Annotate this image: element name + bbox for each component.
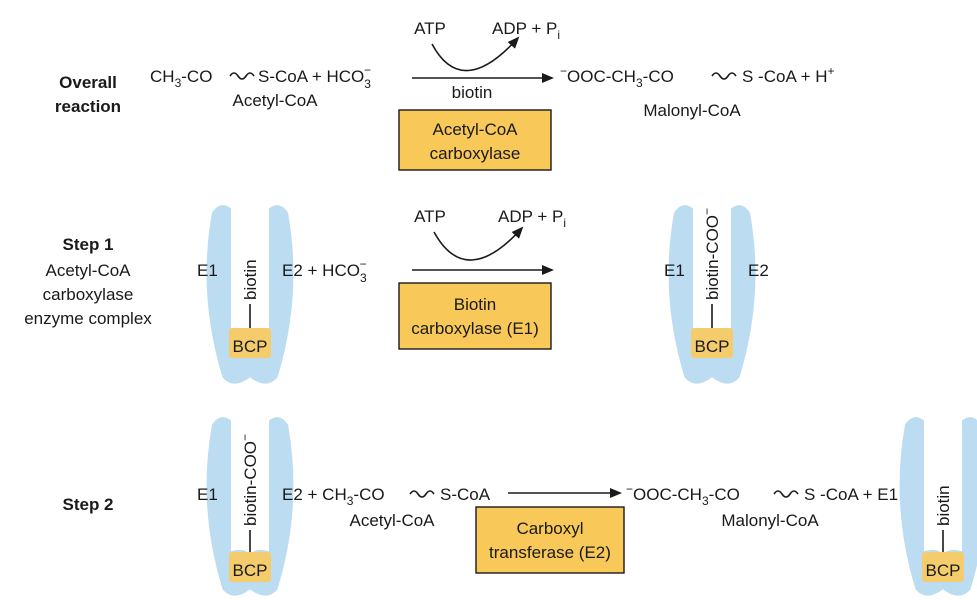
- step2-substrate: E2 + CH3-CO: [282, 485, 385, 508]
- biotin-carboxylase-box: [398, 282, 552, 350]
- overall-label-2: reaction: [55, 97, 121, 116]
- step1-e1: E1: [197, 261, 218, 280]
- overall-adp: ADP + Pi: [492, 19, 560, 42]
- step1-box-line2: carboxylase (E1): [411, 319, 539, 338]
- step1-r-e1: E1: [664, 261, 685, 280]
- step1-bcp: BCP: [233, 337, 268, 356]
- step1-desc-3: enzyme complex: [24, 309, 152, 328]
- overall-label-1: Overall: [59, 73, 117, 92]
- overall-substrate: CH3-CO: [150, 67, 212, 90]
- step2-product: −OOC-CH3-CO: [626, 482, 740, 508]
- step1-biotin: biotin: [241, 259, 260, 300]
- step2-e1: E1: [197, 485, 218, 504]
- carboxyl-transferase-box: [475, 506, 625, 574]
- step1-atp-arrow: [433, 226, 524, 261]
- step1-adp: ADP + Pi: [498, 207, 566, 230]
- thioester-bond-icon: [409, 490, 435, 498]
- step2-acetyl-label: Acetyl-CoA: [349, 511, 435, 530]
- overall-product-rest: S -CoA + H+: [742, 64, 835, 86]
- bcp-block: [229, 552, 271, 582]
- step2-biotin: biotin-COO−: [238, 434, 260, 526]
- overall-box-line2: carboxylase: [430, 144, 521, 163]
- overall-atp-arrow: [431, 36, 520, 72]
- step2-r-biotin: biotin: [934, 485, 953, 526]
- step1-desc-2: carboxylase: [43, 285, 134, 304]
- step2-malonyl-label: Malonyl-CoA: [721, 511, 819, 530]
- step1-e2: E2 + HCO3−: [282, 257, 367, 285]
- step1-r-e2: E2: [748, 261, 769, 280]
- overall-malonyl-label: Malonyl-CoA: [643, 101, 741, 120]
- step1-desc-1: Acetyl-CoA: [45, 261, 131, 280]
- bcp-block: [691, 328, 733, 358]
- overall-box-line1: Acetyl-CoA: [432, 120, 518, 139]
- step1-box-line1: Biotin: [454, 295, 497, 314]
- bcp-block: [922, 552, 964, 582]
- acetyl-coa-carboxylase-box: [398, 109, 552, 171]
- thioester-bond-icon: [773, 490, 799, 498]
- step2-product-rest: S -CoA + E1: [804, 485, 898, 504]
- step2-bcp: BCP: [233, 561, 268, 580]
- overall-product: −OOC-CH3-CO: [560, 64, 674, 90]
- step1-r-bcp: BCP: [695, 337, 730, 356]
- overall-atp: ATP: [414, 19, 446, 38]
- step2-box-line1: Carboxyl: [516, 519, 583, 538]
- overall-acetyl-label: Acetyl-CoA: [232, 91, 318, 110]
- step1-atp: ATP: [414, 207, 446, 226]
- thioester-bond-icon: [711, 72, 737, 80]
- step2-r-bcp: BCP: [926, 561, 961, 580]
- step2-box-line2: transferase (E2): [489, 543, 611, 562]
- overall-biotin: biotin: [452, 83, 493, 102]
- step2-scoa: S-CoA: [440, 485, 491, 504]
- bcp-block: [229, 328, 271, 358]
- step2-label: Step 2: [62, 495, 113, 514]
- overall-substrate-rest: S-CoA + HCO3−: [258, 63, 371, 91]
- step1-r-biotin: biotin-COO−: [700, 208, 722, 300]
- thioester-bond-icon: [229, 72, 255, 80]
- step1-label: Step 1: [62, 235, 113, 254]
